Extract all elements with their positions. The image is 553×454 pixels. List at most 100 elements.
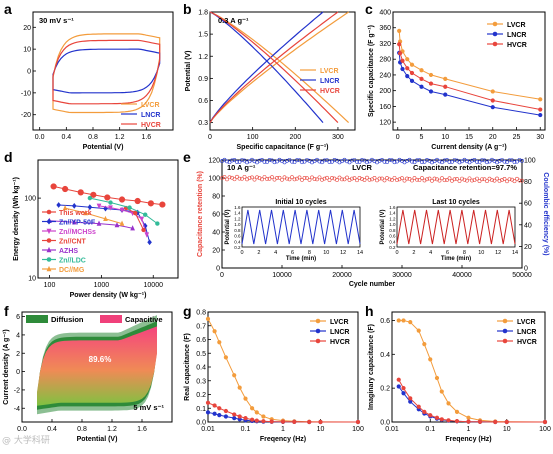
capacitance-retention-point: [452, 177, 457, 182]
inset-x-tick-label: 0: [395, 250, 398, 256]
panel-label: c: [365, 1, 373, 17]
x-tick-label: 1.6: [141, 134, 151, 141]
capacitance-retention-point: [350, 176, 354, 181]
freq-point: [446, 401, 451, 406]
y-tick-label: 0: [27, 69, 31, 76]
ragone-point: [159, 201, 166, 208]
y-tick-label: 160: [379, 104, 391, 111]
capacitance-retention-point: [260, 177, 264, 182]
capacitance-retention-point: [250, 175, 254, 180]
inset-x-tick-label: 4: [429, 250, 432, 256]
capacitive-area: [37, 326, 157, 406]
capacitance-retention-point: [307, 177, 312, 182]
inset-x-tick-label: 12: [495, 250, 501, 256]
capacitance-retention-point: [375, 178, 379, 183]
coulombic-efficiency-point: [270, 158, 274, 163]
inset-y-tick-label: 1.4: [389, 211, 396, 216]
freq-point: [232, 416, 237, 421]
watermark: @ 大学科研: [2, 436, 50, 446]
y-axis-label: Real capacitance (F): [184, 333, 191, 401]
coulombic-efficiency-point: [477, 160, 482, 164]
capacitance-retention-point: [430, 178, 434, 183]
ragone-point: [62, 205, 68, 211]
freq-point: [439, 389, 444, 394]
freq-point: [401, 391, 406, 396]
coulombic-efficiency-point: [382, 159, 387, 164]
x-tick-label: 10: [441, 134, 449, 141]
x-axis-label: Freqency (Hz): [445, 436, 491, 443]
ragone-point: [71, 202, 77, 209]
x-tick-label: 1.2: [115, 134, 125, 141]
y-tick-label: 0.1: [196, 406, 206, 413]
legend-label: LVCR: [517, 319, 536, 326]
capacitance-retention-point: [400, 176, 404, 181]
coulombic-efficiency-point: [225, 159, 229, 164]
freq-point: [205, 410, 211, 415]
legend-label: HVCR: [330, 339, 350, 346]
coulombic-efficiency-point: [417, 158, 422, 163]
scan-rate-annotation: 30 mV s⁻¹: [39, 16, 74, 25]
panel-label: h: [365, 303, 374, 319]
capacitance-retention-point: [360, 177, 364, 181]
x-tick-label: 10: [317, 426, 325, 433]
plot-frame: [37, 159, 179, 279]
y-tick-label: 0.5: [196, 351, 206, 358]
freq-point: [504, 419, 509, 425]
capacitance-retention-point: [240, 176, 244, 181]
inset-y-axis-label: Potential (V): [225, 209, 231, 244]
coulombic-efficiency-point: [327, 160, 332, 164]
discharge-curve-hvcr: [209, 11, 339, 124]
y-tick-label: 360: [379, 25, 391, 32]
capacitance-retention-point: [365, 175, 369, 180]
capacitance-retention-point: [492, 178, 497, 183]
ragone-point: [77, 189, 84, 196]
capacitance-retention-point: [372, 175, 377, 180]
freq-point: [401, 318, 406, 323]
coulombic-efficiency-point: [420, 160, 424, 165]
coulombic-efficiency-point: [352, 158, 357, 162]
rate-point: [409, 70, 415, 76]
freq-point: [434, 375, 440, 381]
freq-point: [446, 418, 451, 423]
coulombic-efficiency-point: [470, 158, 474, 163]
rate-point: [400, 58, 405, 63]
capacitance-retention-point: [277, 175, 282, 180]
rate-point: [490, 89, 495, 94]
y2-tick-label: 80: [524, 179, 532, 186]
freq-point: [212, 403, 217, 408]
x-tick-label: 1000: [94, 282, 110, 289]
y2-tick-label: 20: [524, 244, 532, 251]
inset-x-tick-label: 10: [323, 250, 329, 256]
rate-point: [409, 62, 415, 67]
rate-line-hvcr: [398, 44, 541, 110]
legend-marker: [46, 218, 52, 225]
capacitance-retention-point: [330, 176, 334, 180]
ragone-point: [143, 212, 148, 217]
coulombic-efficiency-point: [437, 159, 442, 164]
freq-point: [401, 386, 406, 391]
capacitance-retention-point: [467, 176, 472, 181]
freq-point: [223, 355, 228, 360]
legend-marker: [46, 257, 52, 262]
coulombic-efficiency-point: [317, 159, 322, 164]
y-tick-label: 60: [212, 212, 220, 219]
legend-marker: [492, 21, 498, 27]
ragone-point: [103, 205, 108, 212]
capacitance-retention-point: [235, 174, 239, 179]
capacitance-retention-point: [357, 176, 362, 180]
coulombic-efficiency-point: [237, 159, 242, 164]
current-density-annotation: 10 A g⁻¹: [227, 163, 256, 172]
capacitance-retention-point: [345, 175, 349, 180]
inset-y-tick-label: 1.2: [234, 216, 241, 221]
legend-label: HVCR: [320, 88, 340, 95]
y-tick-label: -2: [14, 387, 20, 394]
inset-x-tick-label: 14: [357, 250, 363, 256]
coulombic-efficiency-point: [520, 158, 524, 163]
x-tick-label: 0.0: [35, 134, 45, 141]
ragone-line-6: [64, 207, 123, 225]
freq-point: [243, 416, 248, 421]
y-tick-label: 80: [212, 194, 220, 201]
coulombic-efficiency-point: [410, 159, 414, 164]
y-tick-label: 280: [379, 57, 391, 64]
inset-y-tick-label: 0.8: [389, 228, 396, 233]
